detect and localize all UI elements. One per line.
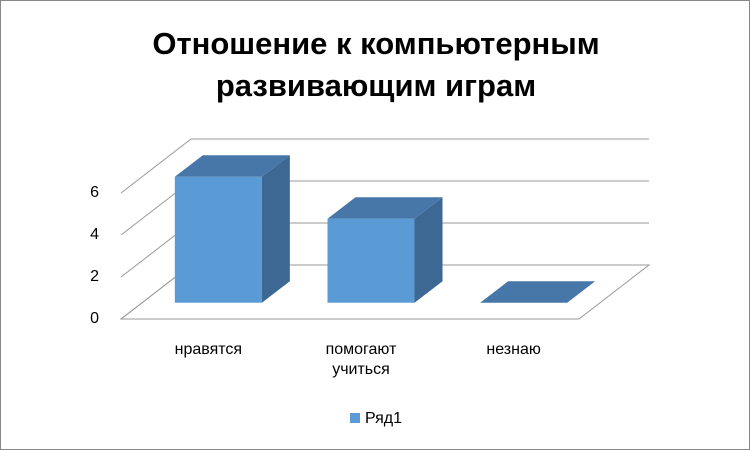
bar-top <box>480 281 596 303</box>
bar-front <box>174 176 262 303</box>
y-tick-label: 4 <box>90 226 99 243</box>
x-tick-label: незнаю <box>486 341 541 358</box>
legend-swatch <box>350 413 360 423</box>
y-tick-label: 6 <box>90 184 99 201</box>
bar-side <box>414 197 443 303</box>
legend-label: Ряд1 <box>365 410 402 427</box>
x-tick-label: помогают учиться <box>325 341 397 378</box>
bar-top <box>174 155 290 177</box>
bar-top <box>327 197 443 219</box>
bar <box>174 155 290 303</box>
chart-title: Отношение к компьютерным развивающим игр… <box>152 26 600 103</box>
y-tick-label: 2 <box>90 268 99 285</box>
bar <box>327 197 443 303</box>
grid-line <box>120 138 649 194</box>
y-tick-label: 0 <box>90 310 99 327</box>
bar <box>480 281 596 303</box>
bar-front <box>327 218 415 303</box>
x-tick-label: нравятся <box>174 341 243 358</box>
bar-side <box>261 155 290 303</box>
